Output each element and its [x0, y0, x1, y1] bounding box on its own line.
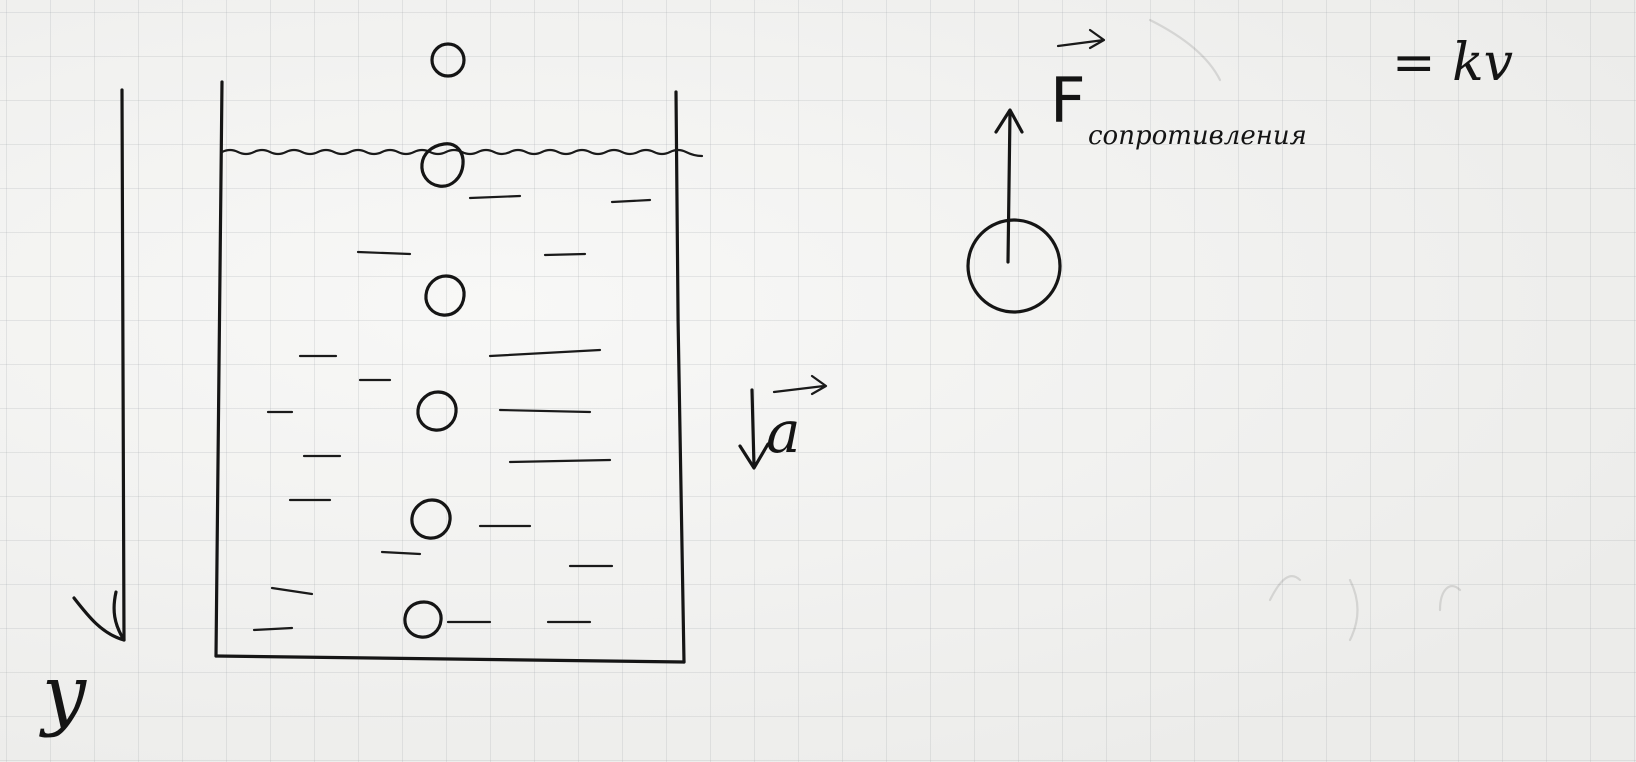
force-vector-mark: [1056, 28, 1106, 50]
y-axis-line: [120, 88, 126, 642]
drag-force-arrowhead: [994, 108, 1024, 134]
faint-mark: [1148, 18, 1222, 82]
hatch-stroke: [252, 626, 294, 632]
vessel-bottom: [214, 654, 686, 664]
hatch-stroke: [543, 252, 587, 257]
ball-free-body: [966, 218, 1062, 314]
acceleration-vector-mark: [772, 374, 828, 396]
hatch-stroke: [498, 408, 592, 414]
hatch-stroke: [380, 550, 422, 556]
y-axis: y: [39, 88, 126, 739]
hatch-stroke: [356, 250, 412, 256]
acceleration-vector: a: [738, 374, 828, 470]
drag-force-arrow: [1006, 110, 1012, 264]
acceleration-arrowhead: [738, 442, 770, 470]
ball-at-surface: [420, 142, 465, 188]
free-body-diagram: F сопротивления = kv: [966, 28, 1513, 314]
hatch-stroke: [610, 198, 652, 204]
drag-formula: = kv: [1392, 33, 1513, 93]
ball-in-liquid: [410, 498, 452, 540]
hatch-stroke: [508, 458, 612, 464]
ball-in-liquid: [403, 600, 443, 639]
y-axis-label: y: [39, 649, 87, 739]
faint-mark: [1268, 575, 1462, 642]
hatch-stroke: [468, 194, 522, 200]
ball-in-liquid: [424, 274, 466, 317]
vessel-right-wall: [674, 90, 686, 664]
hatch-stroke: [270, 586, 314, 596]
y-axis-arrowhead: [72, 590, 126, 642]
acceleration-arrow: [750, 388, 756, 468]
paper-residue: [1148, 18, 1462, 642]
vessel: [214, 80, 686, 664]
ball-positions: [403, 42, 466, 639]
vessel-left-wall: [214, 80, 224, 658]
force-symbol: F: [1050, 64, 1086, 137]
hatch-stroke: [488, 348, 602, 358]
ball-above-liquid: [430, 42, 466, 78]
force-subscript: сопротивления: [1088, 121, 1307, 151]
ball-in-liquid: [416, 390, 458, 432]
acceleration-label: a: [766, 398, 801, 466]
liquid-hatching: [252, 194, 652, 632]
